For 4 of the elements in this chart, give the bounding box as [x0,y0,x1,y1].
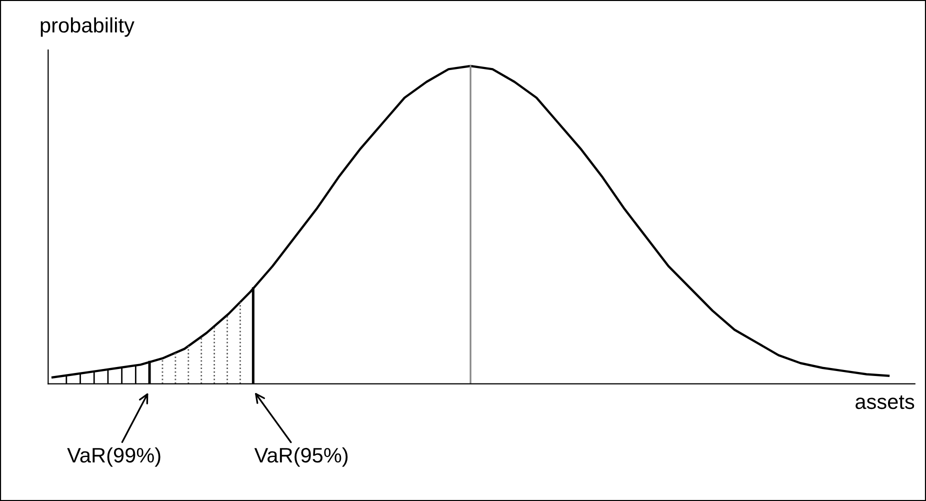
y-axis-title: probability [40,17,134,37]
text: VaR(95%) [254,447,348,467]
x-axis-title: assets [856,395,914,410]
text: VaR(99%) [67,447,160,467]
